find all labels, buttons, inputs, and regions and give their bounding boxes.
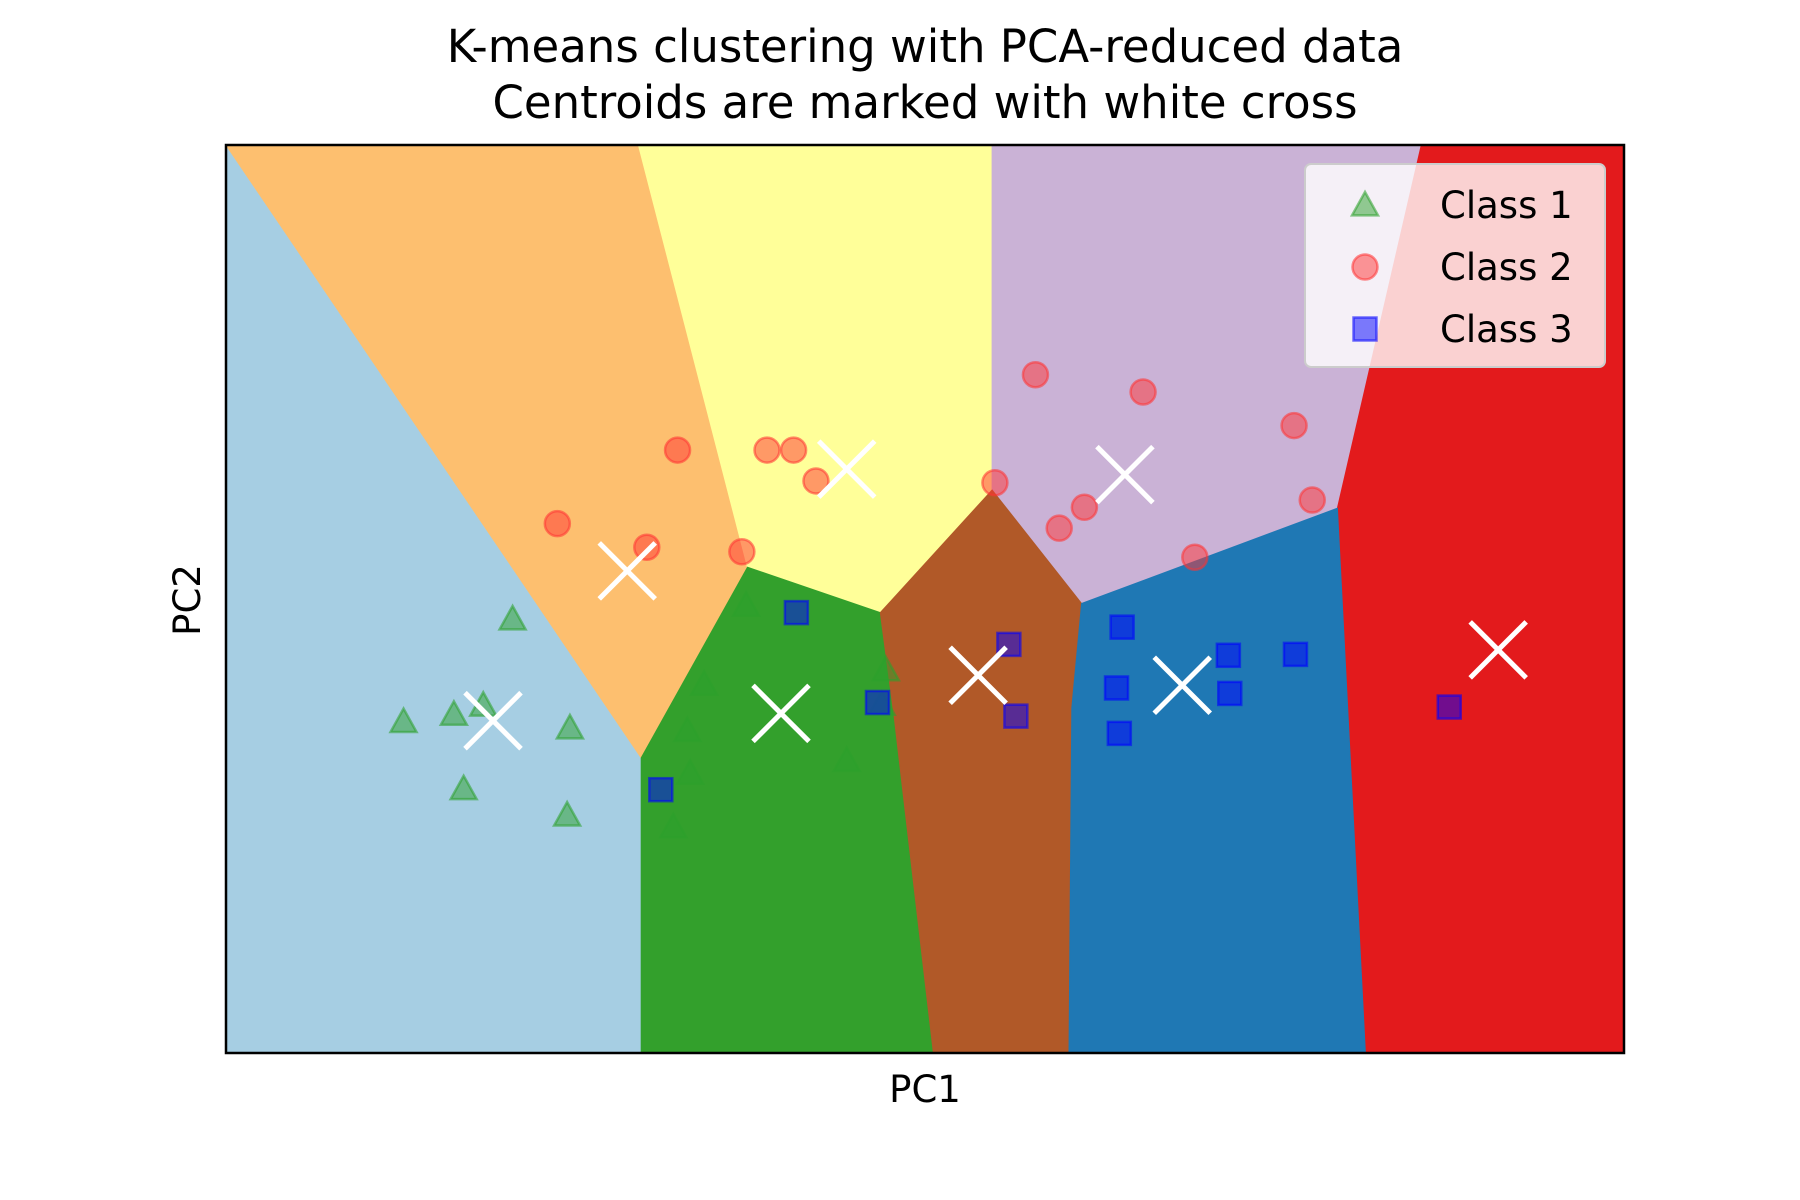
centroid-cross-5 bbox=[948, 645, 1008, 706]
data-point-class-1 bbox=[448, 773, 479, 801]
data-points bbox=[388, 360, 1462, 839]
centroid-cross-7 bbox=[1152, 655, 1212, 716]
data-point-class-1 bbox=[658, 811, 689, 839]
data-point-class-1 bbox=[730, 589, 762, 618]
data-point-class-1 bbox=[675, 757, 706, 785]
legend-marker-class-3 bbox=[1352, 316, 1378, 342]
centroid-cross-1 bbox=[463, 690, 523, 751]
centroid-cross-3 bbox=[816, 439, 877, 499]
data-point-class-2 bbox=[633, 533, 661, 561]
data-point-class-3 bbox=[864, 689, 891, 716]
data-point-class-3 bbox=[783, 599, 810, 626]
data-point-class-1 bbox=[870, 654, 901, 682]
data-point-class-3 bbox=[1106, 720, 1133, 747]
data-point-class-3 bbox=[1215, 642, 1242, 669]
legend-marker-class-2 bbox=[1351, 253, 1379, 281]
legend: Class 1 Class 2 Class 3 bbox=[1304, 163, 1606, 368]
data-point-class-2 bbox=[753, 436, 781, 464]
data-point-class-1 bbox=[551, 799, 583, 827]
data-point-class-2 bbox=[1129, 378, 1157, 406]
data-point-class-3 bbox=[1282, 641, 1309, 668]
data-point-class-3 bbox=[648, 776, 674, 803]
centroid-cross-8 bbox=[1468, 620, 1528, 680]
data-point-class-3 bbox=[1109, 614, 1135, 640]
data-point-class-3 bbox=[1003, 703, 1029, 729]
legend-label-class-1: Class 1 bbox=[1440, 184, 1573, 227]
data-point-class-2 bbox=[981, 469, 1009, 497]
legend-box bbox=[1304, 163, 1606, 368]
centroid-cross-6 bbox=[1095, 444, 1155, 505]
data-point-class-3 bbox=[1436, 694, 1462, 720]
data-point-class-2 bbox=[1280, 411, 1308, 440]
data-point-class-1 bbox=[831, 745, 862, 773]
data-point-class-2 bbox=[1298, 486, 1326, 514]
data-point-class-1 bbox=[554, 712, 586, 740]
data-point-class-2 bbox=[1070, 493, 1099, 522]
data-point-class-1 bbox=[688, 668, 720, 697]
data-point-class-1 bbox=[438, 698, 469, 726]
data-point-class-2 bbox=[663, 436, 692, 464]
data-point-class-2 bbox=[779, 436, 808, 464]
data-point-class-2 bbox=[543, 509, 572, 538]
chart-subtitle: Centroids are marked with white cross bbox=[492, 76, 1357, 129]
data-point-class-2 bbox=[728, 538, 756, 566]
x-axis-label: PC1 bbox=[889, 1068, 961, 1111]
legend-label-class-2: Class 2 bbox=[1440, 246, 1573, 289]
legend-label-class-3: Class 3 bbox=[1440, 308, 1573, 351]
data-point-class-1 bbox=[497, 603, 528, 631]
data-point-class-2 bbox=[1021, 360, 1050, 389]
data-point-class-1 bbox=[672, 715, 703, 743]
data-point-class-2 bbox=[802, 467, 830, 495]
legend-marker-class-1 bbox=[1349, 189, 1381, 217]
centroids bbox=[463, 439, 1528, 751]
centroid-cross-2 bbox=[597, 541, 657, 601]
y-axis-label: PC2 bbox=[166, 564, 209, 636]
data-point-class-3 bbox=[1103, 675, 1130, 701]
data-point-class-2 bbox=[1181, 543, 1209, 571]
plot-frame bbox=[224, 143, 1626, 1055]
data-point-class-2 bbox=[1045, 514, 1073, 542]
chart-title: K-means clustering with PCA-reduced data bbox=[447, 20, 1404, 73]
data-point-class-3 bbox=[1217, 680, 1243, 707]
data-point-class-1 bbox=[388, 706, 419, 734]
centroid-cross-4 bbox=[751, 683, 811, 744]
